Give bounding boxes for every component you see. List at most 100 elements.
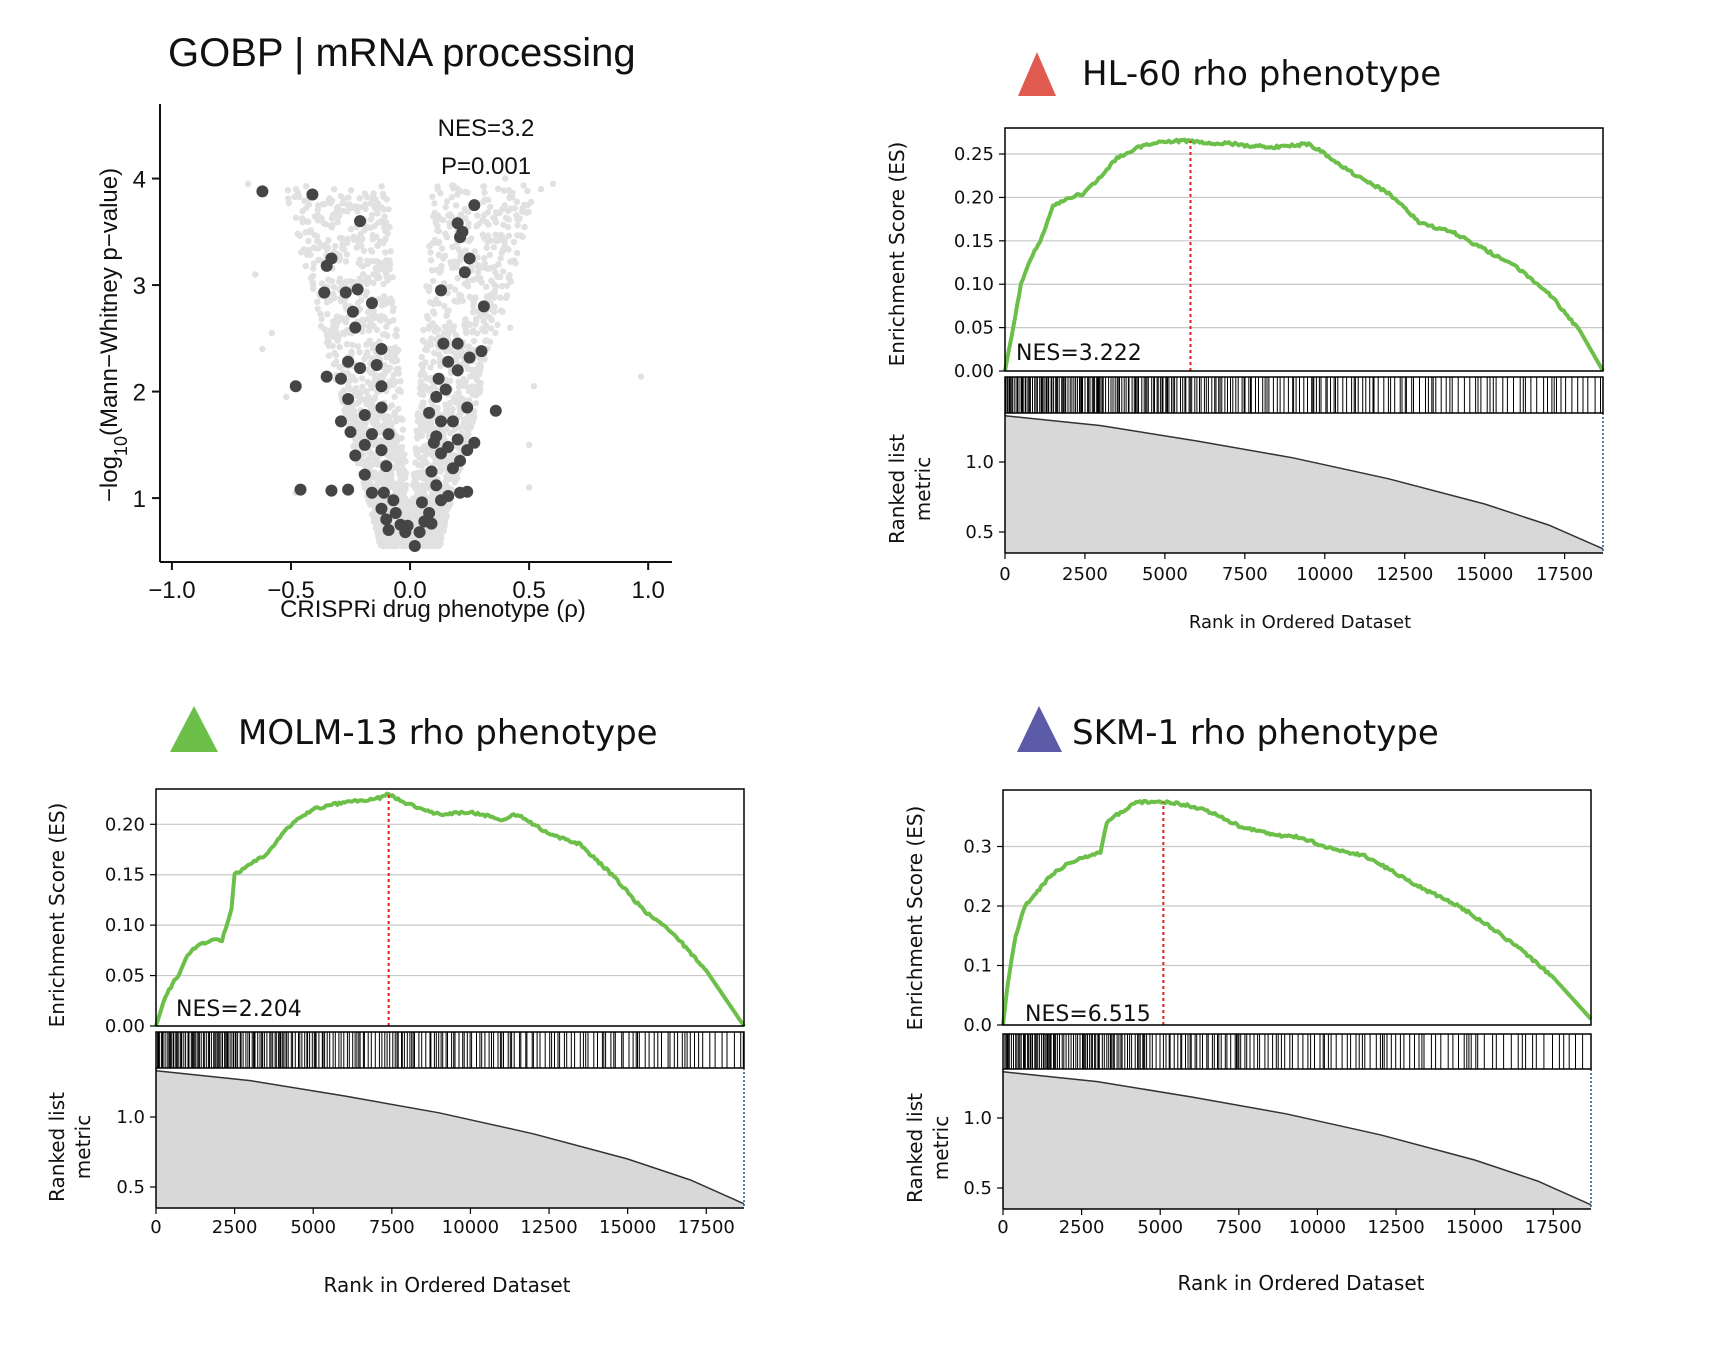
volcano-bg-point: [462, 215, 469, 222]
volcano-hit-point: [351, 283, 364, 296]
volcano-bg-point: [501, 243, 508, 250]
volcano-bg-point: [492, 269, 499, 276]
volcano-bg-point: [399, 426, 407, 433]
volcano-bg-point: [447, 429, 454, 437]
volcano-hit-point: [382, 524, 395, 537]
ranked-metric-area: [1003, 1071, 1591, 1209]
volcano-bg-point: [336, 364, 343, 371]
hl60-gsea-plot: 0.00 0.05 0.10 0.15 0.20 0.25 0.5 1.0 0 2500 5000 7…: [885, 127, 1605, 633]
volcano-bg-point: [362, 205, 369, 213]
volcano-bg-point: [455, 245, 462, 253]
volcano-bg-point: [360, 247, 368, 255]
volcano-hit-point: [342, 355, 355, 368]
volcano-bg-point: [393, 332, 400, 340]
volcano-bg-point: [490, 244, 497, 251]
volcano-bg-point: [363, 288, 371, 296]
volcano-bg-point: [360, 429, 367, 436]
volcano-bg-point: [314, 305, 321, 312]
volcano-bg-point: [390, 304, 397, 311]
volcano-bg-point: [367, 216, 374, 223]
volcano-bg-point: [285, 195, 292, 202]
volcano-hit-point: [432, 372, 445, 385]
volcano-bg-point: [420, 468, 427, 476]
barcode-frame: [1002, 1033, 1592, 1070]
volcano-title: GOBP | mRNA processing: [168, 31, 636, 75]
volcano-bg-point: [525, 208, 532, 216]
volcano-hit-point: [437, 337, 450, 350]
volcano-bg-point: [464, 365, 471, 372]
hl60-ranked-ylabel-line2: metric: [911, 457, 935, 521]
volcano-bg-point: [393, 348, 400, 356]
volcano-bg-point: [464, 277, 472, 285]
volcano-bg-point: [492, 329, 499, 337]
volcano-bg-point: [450, 323, 458, 330]
volcano-hit-point: [375, 444, 388, 457]
volcano-hit-point: [468, 436, 481, 449]
hl60-ranked-ylabel-line1: Ranked list: [885, 434, 909, 544]
volcano-bg-point: [485, 196, 492, 203]
volcano-hit-point: [389, 507, 402, 520]
volcano-bg-point: [347, 225, 355, 233]
volcano-bg-point: [455, 445, 463, 452]
volcano-bg-point: [299, 217, 307, 225]
volcano-bg-point: [428, 267, 436, 274]
volcano-bg-point: [497, 231, 504, 239]
volcano-bg-point: [445, 485, 452, 492]
volcano-bg-point: [431, 310, 438, 317]
volcano-bg-point: [453, 356, 460, 364]
molm13-header: MOLM-13 rho phenotype: [170, 706, 658, 753]
volcano-hit-point: [294, 483, 307, 496]
volcano-bg-point: [505, 187, 513, 194]
es-y-tick-label: 0.10: [954, 274, 994, 295]
volcano-bg-point: [284, 187, 292, 194]
x-tick-label: 2500: [1059, 1217, 1105, 1238]
volcano-bg-point: [437, 353, 444, 361]
volcano-bg-point: [391, 445, 398, 452]
volcano-hit-point: [413, 526, 426, 539]
volcano-bg-point: [356, 389, 364, 396]
volcano-bg-point: [473, 330, 481, 337]
x-tick-label: 12500: [1376, 564, 1433, 585]
volcano-bg-point: [430, 277, 437, 284]
volcano-bg-point: [476, 366, 484, 374]
x-tick-label: 0: [997, 1217, 1008, 1238]
volcano-bg-point: [403, 499, 410, 506]
volcano-bg-point: [390, 381, 397, 389]
volcano-bg-point: [499, 206, 506, 213]
molm13-nes-label: NES=2.204: [176, 997, 302, 1022]
volcano-hit-point: [463, 252, 476, 265]
volcano-bg-point: [487, 203, 494, 211]
volcano-bg-point: [468, 235, 475, 242]
x-tick-label: 5000: [290, 1217, 336, 1238]
volcano-bg-point: [454, 259, 461, 266]
volcano-bg-point: [389, 274, 396, 281]
volcano-bg-point: [378, 183, 385, 190]
volcano-bg-point: [469, 383, 476, 390]
volcano-bg-point: [418, 382, 425, 389]
volcano-bg-point: [434, 186, 441, 193]
volcano-bg-point: [344, 201, 351, 208]
volcano-bg-point: [503, 282, 511, 289]
barcode-frame: [155, 1031, 745, 1069]
volcano-bg-point: [455, 378, 462, 385]
volcano-bg-point: [349, 341, 356, 349]
skm1-ranked-ylabel-line2: metric: [929, 1116, 953, 1180]
volcano-bg-point: [439, 523, 447, 530]
skm1-xlabel: Rank in Ordered Dataset: [1178, 1271, 1425, 1295]
volcano-bg-point: [366, 450, 374, 457]
volcano-bg-point: [372, 258, 380, 265]
volcano-bg-point: [356, 348, 363, 356]
volcano-bg-point: [344, 208, 351, 215]
volcano-bg-point: [292, 214, 300, 221]
volcano-bg-point: [396, 459, 403, 467]
volcano-bg-point: [402, 458, 409, 465]
volcano-bg-point: [443, 312, 450, 319]
volcano-bg-point: [471, 248, 478, 255]
volcano-bg-point: [291, 193, 298, 200]
volcano-bg-point: [369, 342, 376, 349]
volcano-bg-point: [343, 251, 351, 258]
volcano-bg-point: [422, 346, 429, 353]
volcano-bg-point: [430, 358, 437, 366]
volcano-bg-point: [473, 274, 480, 282]
volcano-bg-point: [310, 265, 317, 272]
